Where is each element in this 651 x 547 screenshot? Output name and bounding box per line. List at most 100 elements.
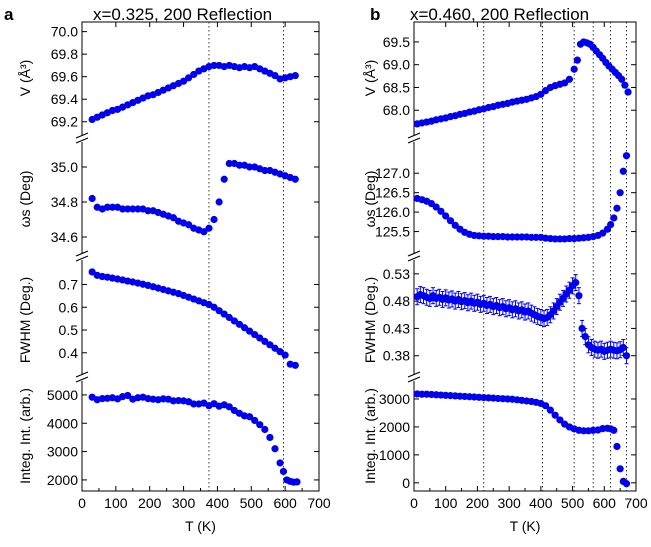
data-point [618,75,626,83]
data-point [124,205,132,213]
axis-break-mark [75,371,89,378]
data-point [610,426,618,434]
panel-a: 0 100 200 300 400 500 600 700 T (K) 69.2 69.4 69.6 6… [17,21,331,534]
data-point [613,442,621,451]
data-point [271,344,279,352]
data-point [279,467,288,476]
data-point [261,166,269,175]
data-point [220,175,228,183]
data-point [190,70,198,79]
data-point [261,337,269,346]
y-tick-label: 126.5 [375,185,410,201]
y-tick-label: 70.0 [51,24,78,40]
data-point [581,333,589,341]
data-point [245,413,254,421]
data-point [235,161,244,169]
data-point [281,351,289,359]
axis-break-mark [407,376,421,383]
data-point [570,65,578,73]
data-point [169,214,178,222]
data-point [575,292,583,300]
x-tick-label: 700 [307,495,331,511]
axis-break-mark [75,376,89,383]
data-point [179,77,188,85]
x-tick-label: 0 [410,495,418,511]
data-point [276,459,284,467]
data-point [185,221,193,229]
panel-frame [413,21,637,492]
data-point [256,334,264,342]
axis-break-mark [75,137,89,144]
y-axis-label: V (Å³) [17,60,33,97]
y-axis-label: ωs (Deg) [17,171,33,228]
data-point [129,205,137,213]
data-point [251,330,259,339]
data-point [215,307,223,315]
data-point [613,204,621,212]
axis-break-gap [76,136,88,142]
data-point [225,403,233,411]
axis-break-gap [76,254,88,260]
data-point [622,352,631,360]
axis-break-gap [408,375,420,381]
x-tick-label: 400 [206,495,230,511]
data-point [291,71,299,80]
y-tick-label: 127.0 [375,165,410,181]
y-tick-label: 2000 [379,419,410,435]
data-point [220,310,228,318]
y-axis-label: ωs (Deg) [362,171,378,228]
data-point [245,163,254,171]
data-point [578,324,586,333]
data-point [271,445,279,453]
data-point [607,220,615,229]
data-point [251,416,259,425]
x-tick-label: 100 [434,495,458,511]
y-tick-label: 0.7 [59,276,79,292]
y-tick-label: 0 [402,475,410,491]
x-tick-label: 600 [593,495,617,511]
data-point [616,465,624,473]
data-point [210,215,218,224]
axis-break-mark [407,371,421,378]
data-point [266,341,274,349]
data-point [200,228,208,236]
y-tick-label: 126.0 [375,204,410,220]
data-point [451,221,459,229]
data-point [174,396,183,405]
y-tick-label: 0.48 [383,293,410,309]
data-point [616,189,624,197]
data-point [103,203,111,211]
y-tick-label: 69.2 [51,114,78,130]
y-tick-label: 69.4 [51,91,78,107]
y-tick-label: 68.5 [383,79,410,95]
y-tick-label: 0.43 [383,320,410,336]
data-point [134,205,142,213]
data-point [565,75,574,83]
y-tick-label: 2000 [47,472,78,488]
data-point [551,411,559,419]
y-axis-label: Integ. Int. (arb.) [362,388,378,484]
data-point [599,229,607,237]
axis-break-mark [407,250,421,257]
y-tick-label: 69.0 [383,57,410,73]
data-point [573,56,581,64]
data-point [225,159,233,168]
data-point [621,81,629,89]
y-tick-label: 34.8 [51,194,78,210]
x-tick-label: 500 [561,495,585,511]
y-tick-label: 35.0 [51,159,78,175]
y-tick-label: 69.8 [51,46,78,62]
y-tick-label: 5000 [47,387,78,403]
y-tick-label: 69.5 [383,34,410,50]
data-point [205,224,213,232]
panel-a-title: x=0.325, 200 Reflection [93,5,272,24]
data-point [235,320,244,328]
data-point [240,324,249,332]
data-point [245,327,254,335]
data-point [271,71,279,80]
data-point [437,207,445,215]
x-axis-label: T (K) [185,518,216,534]
data-point [622,152,631,160]
x-tick-label: 300 [172,495,196,511]
x-tick-label: 200 [466,495,490,511]
